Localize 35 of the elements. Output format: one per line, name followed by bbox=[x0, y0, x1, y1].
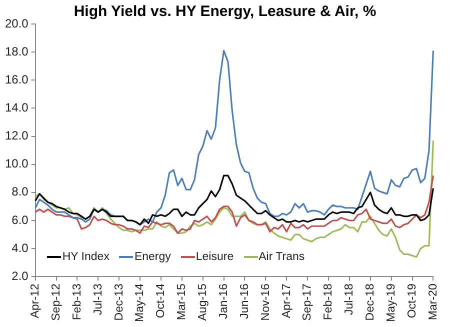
y-tick-label: 8.0 bbox=[12, 184, 29, 199]
x-tick-label: Mar-20 bbox=[427, 284, 440, 320]
y-tick-label: 4.0 bbox=[12, 240, 29, 255]
y-tick-label: 6.0 bbox=[12, 212, 29, 227]
legend-label: Air Trans bbox=[258, 250, 305, 263]
legend-label: HY Index bbox=[62, 250, 110, 263]
x-tick-label: Jul-13 bbox=[92, 284, 104, 315]
y-tick-label: 2.0 bbox=[12, 268, 29, 283]
x-tick-label: Jun-16 bbox=[238, 284, 251, 319]
legend-label: Leisure bbox=[196, 250, 234, 263]
x-tick-label: Dec-18 bbox=[364, 284, 377, 321]
x-tick-label: Apr-17 bbox=[280, 284, 293, 318]
legend-label: Energy bbox=[134, 250, 171, 263]
x-tick-label: Nov-16 bbox=[260, 284, 272, 321]
x-tick-label: Feb-13 bbox=[71, 284, 84, 320]
x-tick-label: Dec-13 bbox=[113, 284, 126, 321]
x-tick-label: Sep-12 bbox=[50, 284, 62, 321]
y-tick-label: 20.0 bbox=[4, 16, 29, 30]
x-tick-label: May-14 bbox=[134, 283, 146, 322]
x-tick-label: Feb-18 bbox=[322, 284, 335, 320]
x-tick-label: Sep-17 bbox=[302, 284, 314, 321]
y-tick-label: 10.0 bbox=[4, 156, 29, 171]
y-tick-label: 12.0 bbox=[4, 128, 29, 143]
chart-title: High Yield vs. HY Energy, Leasure & Air, % bbox=[74, 3, 376, 20]
x-tick-label: Oct-14 bbox=[155, 283, 168, 318]
x-tick-label: Jan-16 bbox=[218, 284, 230, 319]
x-tick-label: Jul-18 bbox=[344, 284, 356, 315]
y-tick-label: 16.0 bbox=[4, 72, 29, 86]
x-tick-label: Oct-19 bbox=[406, 284, 418, 318]
y-tick-label: 18.0 bbox=[4, 44, 29, 58]
x-tick-label: May-19 bbox=[385, 284, 398, 322]
x-tick-label: Mar-15 bbox=[176, 284, 188, 320]
x-tick-label: Apr-12 bbox=[30, 284, 42, 318]
y-tick-label: 14.0 bbox=[4, 100, 29, 115]
x-tick-label: Aug-15 bbox=[197, 284, 210, 321]
